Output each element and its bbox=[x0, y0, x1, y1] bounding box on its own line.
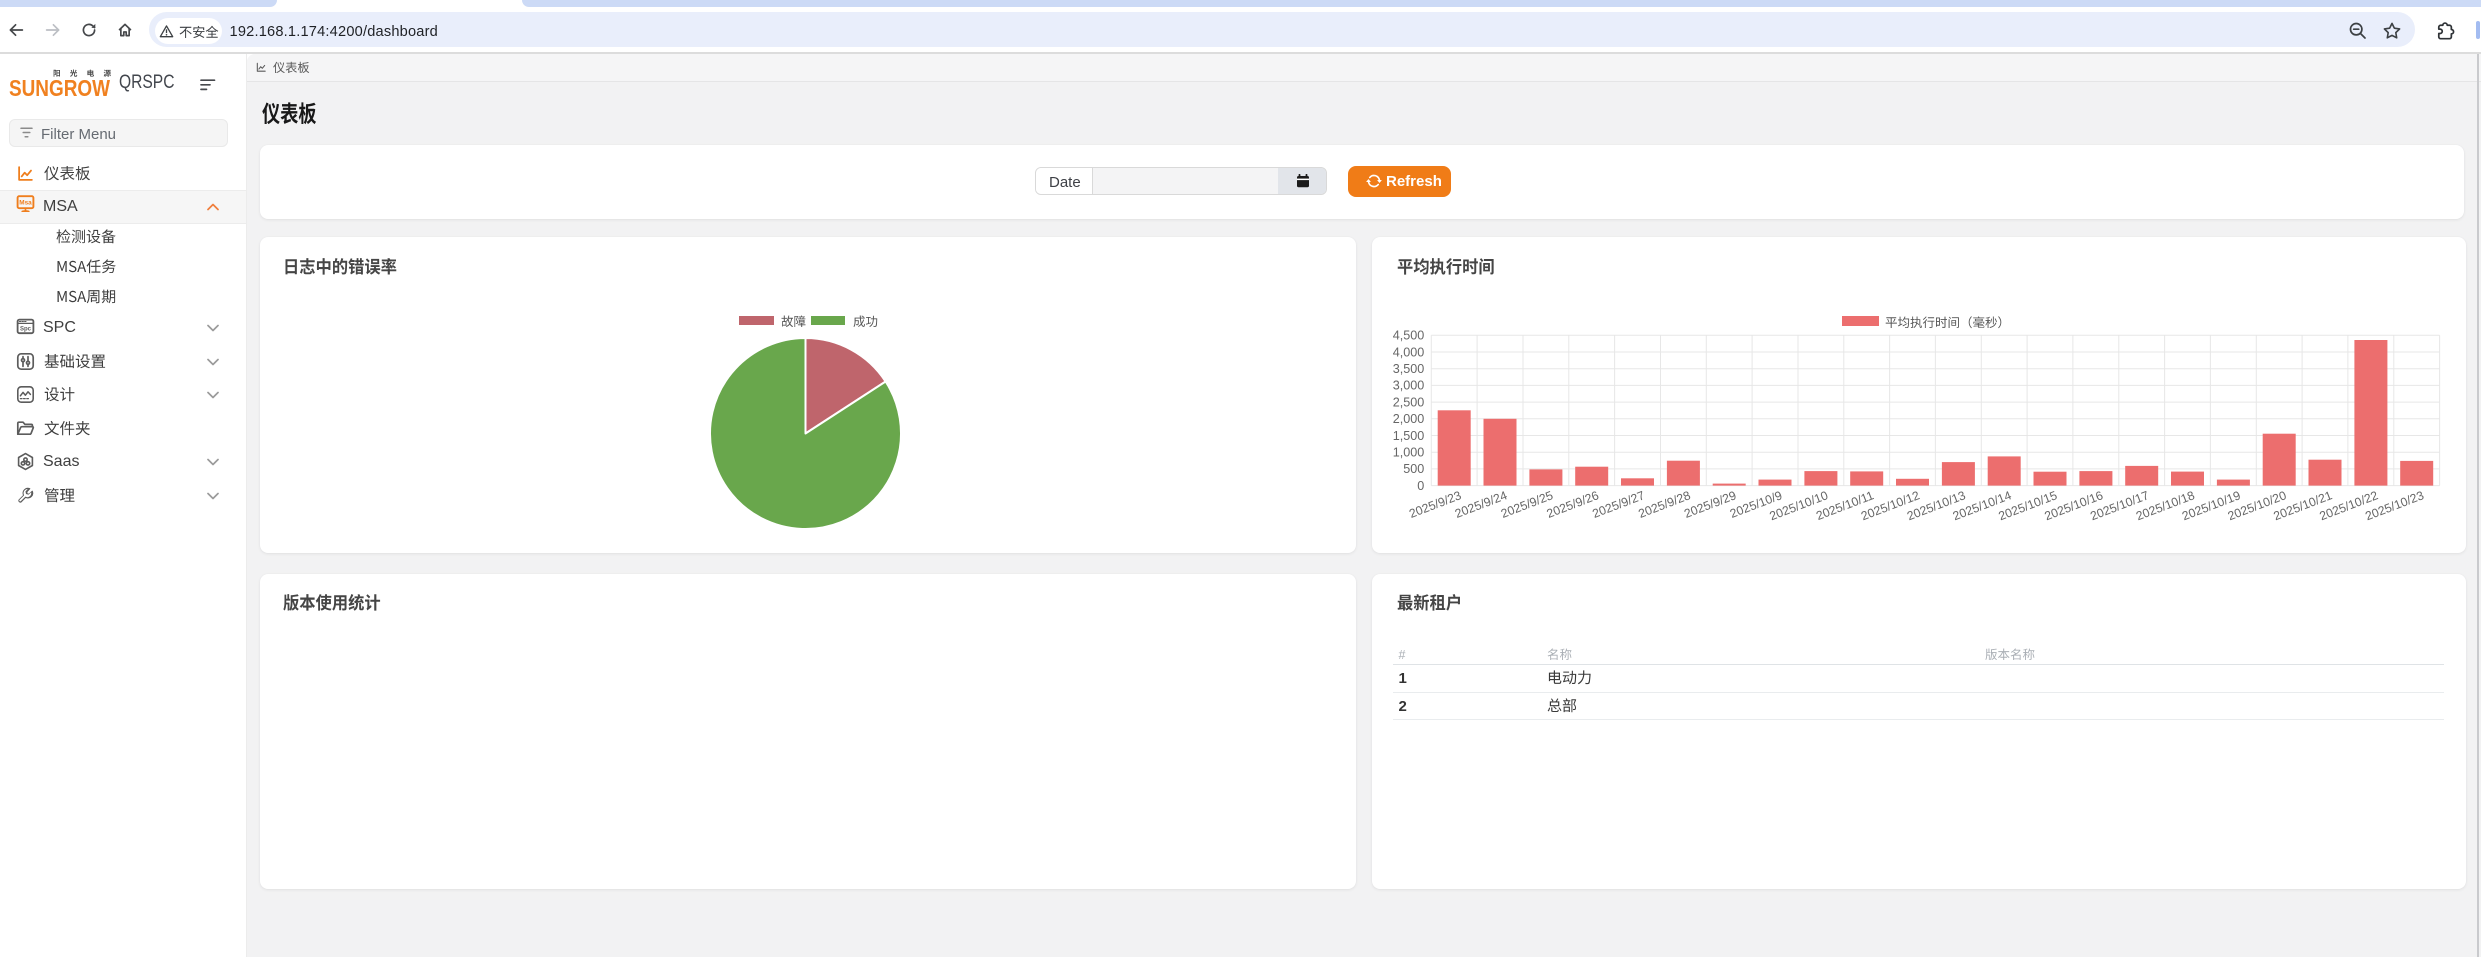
svg-text:4,000: 4,000 bbox=[1393, 345, 1425, 359]
svg-text:2025/9/25: 2025/9/25 bbox=[1499, 488, 1555, 521]
svg-text:2025/9/28: 2025/9/28 bbox=[1636, 488, 1692, 521]
svg-text:1,000: 1,000 bbox=[1393, 446, 1425, 460]
svg-text:2,500: 2,500 bbox=[1393, 395, 1425, 409]
svg-text:2025/9/27: 2025/9/27 bbox=[1590, 488, 1646, 521]
svg-text:2,000: 2,000 bbox=[1393, 412, 1425, 426]
svg-text:4,500: 4,500 bbox=[1393, 329, 1425, 343]
svg-text:2025/9/24: 2025/9/24 bbox=[1453, 488, 1509, 521]
svg-text:3,500: 3,500 bbox=[1393, 362, 1425, 376]
svg-text:1,500: 1,500 bbox=[1393, 429, 1425, 443]
svg-text:2025/9/23: 2025/9/23 bbox=[1407, 488, 1463, 521]
svg-text:500: 500 bbox=[1403, 462, 1424, 476]
svg-text:3,000: 3,000 bbox=[1393, 379, 1425, 393]
svg-text:0: 0 bbox=[1417, 479, 1424, 493]
svg-text:Spc: Spc bbox=[20, 326, 32, 332]
svg-text:2025/9/26: 2025/9/26 bbox=[1545, 488, 1601, 521]
svg-text:Msa: Msa bbox=[19, 200, 32, 207]
svg-text:2025/9/29: 2025/9/29 bbox=[1682, 488, 1738, 521]
